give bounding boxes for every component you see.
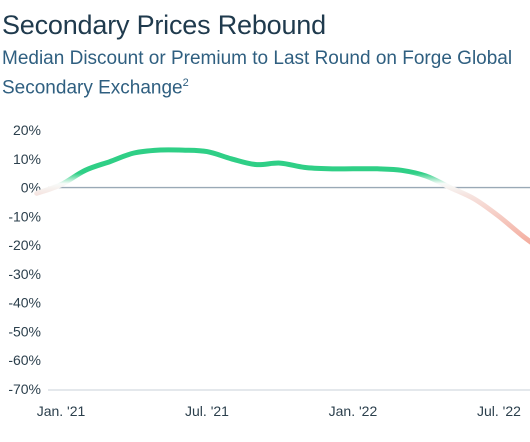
subtitle-text: Median Discount or Premium to Last Round… — [2, 48, 513, 99]
chart-subtitle: Median Discount or Premium to Last Round… — [2, 47, 522, 100]
y-tick-label: -30% — [8, 266, 41, 282]
y-tick-label: -70% — [8, 381, 41, 397]
x-tick-label: Jul. '21 — [185, 403, 229, 419]
y-tick-label: 10% — [13, 151, 41, 167]
series-line — [34, 147, 530, 245]
chart-title: Secondary Prices Rebound — [2, 10, 326, 40]
x-tick-label: Jul. '22 — [477, 403, 521, 419]
footnote-marker: 2 — [182, 77, 189, 89]
x-tick-label: Jan. '22 — [329, 403, 378, 419]
y-tick-label: 20% — [13, 122, 41, 138]
y-tick-label: -40% — [8, 295, 41, 311]
y-tick-label: -10% — [8, 208, 41, 224]
x-tick-label: Jan. '21 — [37, 403, 86, 419]
y-tick-label: -20% — [8, 237, 41, 253]
y-tick-label: -60% — [8, 352, 41, 368]
y-tick-label: -50% — [8, 323, 41, 339]
